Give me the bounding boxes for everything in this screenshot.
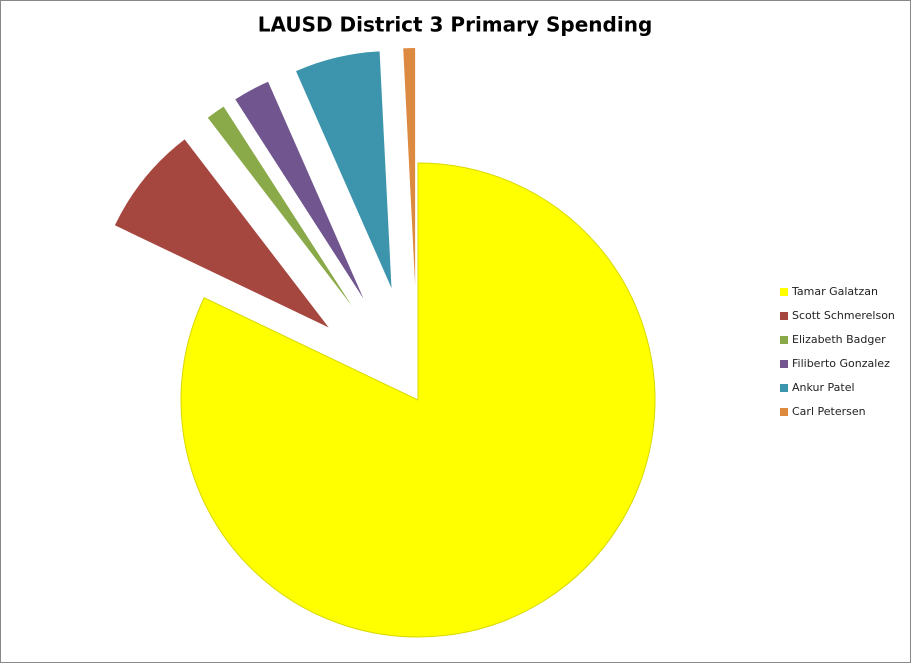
legend-swatch bbox=[780, 312, 788, 320]
legend-swatch bbox=[780, 288, 788, 296]
pie-slice bbox=[296, 51, 392, 289]
legend-swatch bbox=[780, 360, 788, 368]
legend-label: Tamar Galatzan bbox=[791, 285, 878, 298]
legend-label: Carl Petersen bbox=[792, 405, 866, 418]
legend-label: Ankur Patel bbox=[792, 381, 855, 394]
pie-slice bbox=[235, 81, 364, 299]
chart-title: LAUSD District 3 Primary Spending bbox=[258, 13, 653, 37]
legend-swatch bbox=[780, 336, 788, 344]
pie-slice bbox=[180, 162, 656, 638]
legend-label: Scott Schmerelson bbox=[792, 309, 895, 322]
pie-slice bbox=[207, 106, 352, 306]
legend-label: Filiberto Gonzalez bbox=[792, 357, 890, 370]
legend-swatch bbox=[780, 408, 788, 416]
pie-slice bbox=[114, 139, 329, 328]
legend-label: Elizabeth Badger bbox=[792, 333, 886, 346]
pie-slice bbox=[403, 48, 416, 286]
legend-swatch bbox=[780, 384, 788, 392]
